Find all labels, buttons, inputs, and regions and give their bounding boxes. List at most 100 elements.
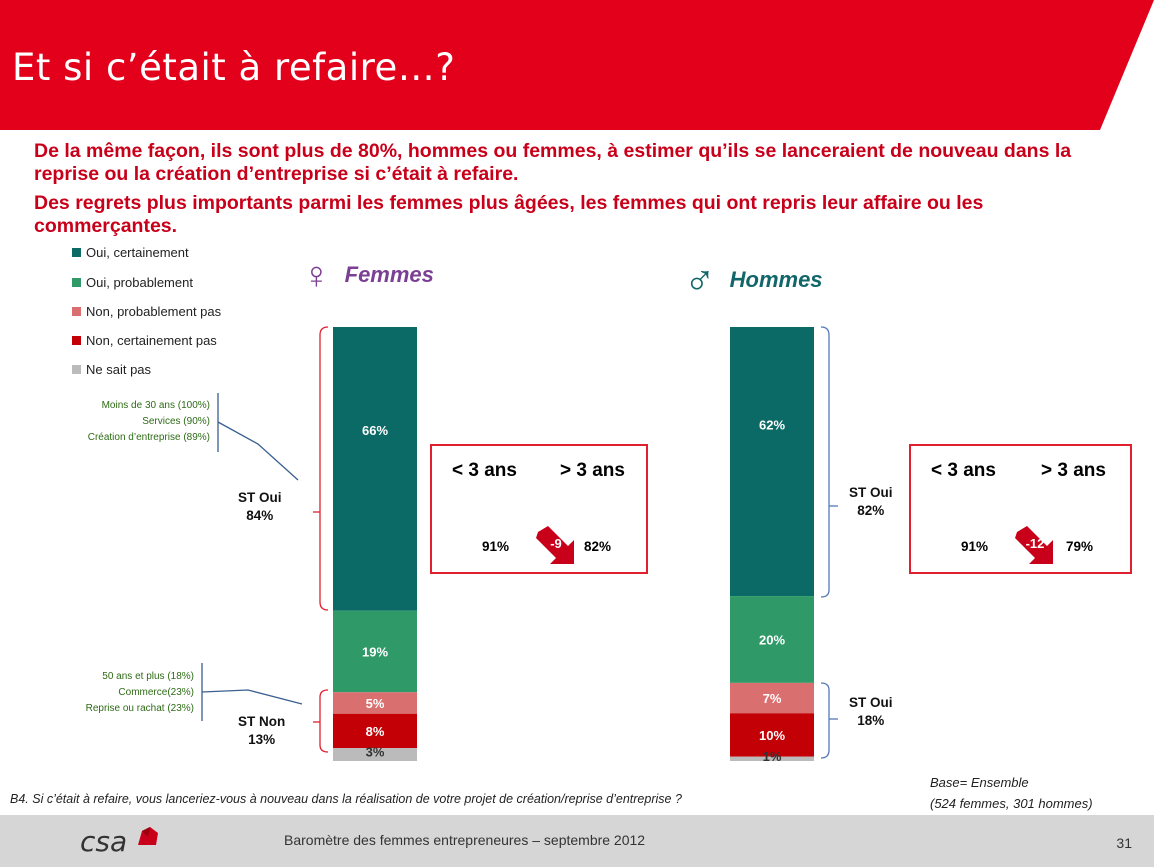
bars-layer: 66% 19% 5% 8% 3% 62% 20% 7% 10% 1% [333,327,814,764]
more-than-3-label: > 3 ans [560,460,625,481]
legend-swatch [72,307,81,316]
femmes-st-non: ST Non 13% [238,713,285,749]
hommes-bar-segment-3 [730,713,814,757]
title-banner [0,0,1154,130]
brackets-layer [201,326,838,759]
legend-label: Oui, certainement [86,245,189,260]
legend-swatch [72,248,81,257]
hommes-st-oui-label: ST Oui [849,485,893,500]
hommes-title: Hommes [729,267,823,292]
hommes-bar-segment-0 [730,327,814,597]
hommes-st-non-bracket [820,682,830,759]
decrease-arrow-shape [536,526,574,564]
legend-item-oui-probablement: Oui, probablement [72,275,193,291]
csa-logo-icon [138,827,159,845]
note-line: Reprise ou rachat (23%) [85,703,194,714]
femmes-bar-label-1: 19% [362,644,388,659]
note-line: Création d’entreprise (89%) [87,432,210,443]
csa-logo-text: csa [80,825,128,858]
legend-item-non-probablement-pas: Non, probablement pas [72,304,221,320]
page-number: 31 [1116,835,1132,851]
notes-non-connector [201,689,303,705]
base-note: Base= Ensemble (524 femmes, 301 hommes) [930,772,1093,814]
hommes-st-oui-bracket [820,326,830,598]
legend-label: Non, probablement pas [86,304,222,319]
base-line-2: (524 femmes, 301 hommes) [930,796,1093,811]
less-than-3-label: < 3 ans [452,460,517,481]
hommes-bar-segment-4 [730,756,814,761]
footer-bar: csa Baromètre des femmes entrepreneures … [0,815,1154,867]
more-than-3-value: 79% [1066,539,1094,554]
notes-oui-connector [217,421,299,481]
hommes-bar-label-4: 1% [763,749,782,764]
delta-value: -9 [550,536,562,551]
femmes-st-oui-label: ST Oui [238,490,282,505]
more-than-3-value: 82% [584,539,612,554]
femmes-bar-segment-1 [333,610,417,693]
legend-swatch [72,336,81,345]
note-line: Services (90%) [142,416,210,427]
legend-label: Non, certainement pas [86,333,217,348]
femmes-notes-oui: Moins de 30 ans (100%) Services (90%) Cr… [20,398,210,446]
femmes-bar-segment-4 [333,748,417,761]
femmes-header: ♀ Femmes [302,255,434,298]
femmes-st-oui: ST Oui 84% [238,489,282,525]
hommes-bar-label-0: 62% [759,417,785,432]
hommes-st-non: ST Oui 18% [849,694,893,730]
legend-item-ne-sait-pas: Ne sait pas [72,362,151,378]
hommes-bar-label-1: 20% [759,632,785,647]
legend-swatch [72,278,81,287]
subtitle-2: Des regrets plus importants parmi les fe… [34,192,984,237]
hommes-bar-segment-1 [730,596,814,683]
less-than-3-label: < 3 ans [931,460,996,481]
base-line-1: Base= Ensemble [930,775,1029,790]
femmes-title: Femmes [344,262,434,287]
femmes-bar-label-0: 66% [362,423,388,438]
note-line: Commerce(23%) [118,687,194,698]
femmes-st-non-label: ST Non [238,714,286,729]
femmes-bar-label-4: 3% [366,745,385,760]
question-text: B4. Si c’était à refaire, vous lanceriez… [10,792,682,806]
hommes-header: ♂ Hommes [684,255,823,303]
femmes-bar-segment-2 [333,692,417,714]
subtitle-1: De la même façon, ils sont plus de 80%, … [34,140,1072,185]
note-line: Moins de 30 ans (100%) [101,400,210,411]
hommes-bar-label-3: 10% [759,728,785,743]
male-symbol-icon: ♂ [684,255,716,302]
decrease-arrow-icon: -12 [1015,526,1055,566]
femmes-bar-label-2: 5% [366,696,385,711]
slide-title: Et si c’était à refaire…? [12,46,456,89]
femmes-st-oui-value: 84% [246,508,274,523]
hommes-st-non-label: ST Oui [849,695,893,710]
female-symbol-icon: ♀ [302,255,331,297]
legend-label: Ne sait pas [86,362,152,377]
hommes-bar-label-2: 7% [763,691,782,706]
femmes-bar-segment-0 [333,327,417,611]
legend-item-non-certainement-pas: Non, certainement pas [72,333,217,349]
delta-value: -12 [1025,536,1045,551]
legend-label: Oui, probablement [86,275,193,290]
footer-text: Baromètre des femmes entrepreneures – se… [284,832,646,848]
hommes-bar-segment-2 [730,682,814,714]
femmes-st-non-bracket [319,689,329,753]
femmes-seniority-box: < 3 ans > 3 ans 91% -9 82% [430,444,648,574]
femmes-bar-segment-3 [333,713,417,749]
legend-swatch [72,365,81,374]
hommes-seniority-box: < 3 ans > 3 ans 91% -12 79% [909,444,1132,574]
note-line: 50 ans et plus (18%) [102,671,194,682]
csa-logo: csa [80,825,160,858]
femmes-st-non-value: 13% [248,732,276,747]
title-banner-shape [0,0,1154,130]
hommes-st-oui-value: 82% [857,503,885,518]
less-than-3-value: 91% [961,539,989,554]
femmes-st-oui-bracket [319,326,329,611]
decrease-arrow-icon: -9 [536,526,576,566]
hommes-st-oui: ST Oui 82% [849,484,893,520]
decrease-arrow-shape [1015,526,1053,564]
more-than-3-label: > 3 ans [1041,460,1106,481]
femmes-notes-non: 50 ans et plus (18%) Commerce(23%) Repri… [20,669,194,717]
legend-item-oui-certainement: Oui, certainement [72,245,189,261]
less-than-3-value: 91% [482,539,510,554]
hommes-st-non-value: 18% [857,713,885,728]
